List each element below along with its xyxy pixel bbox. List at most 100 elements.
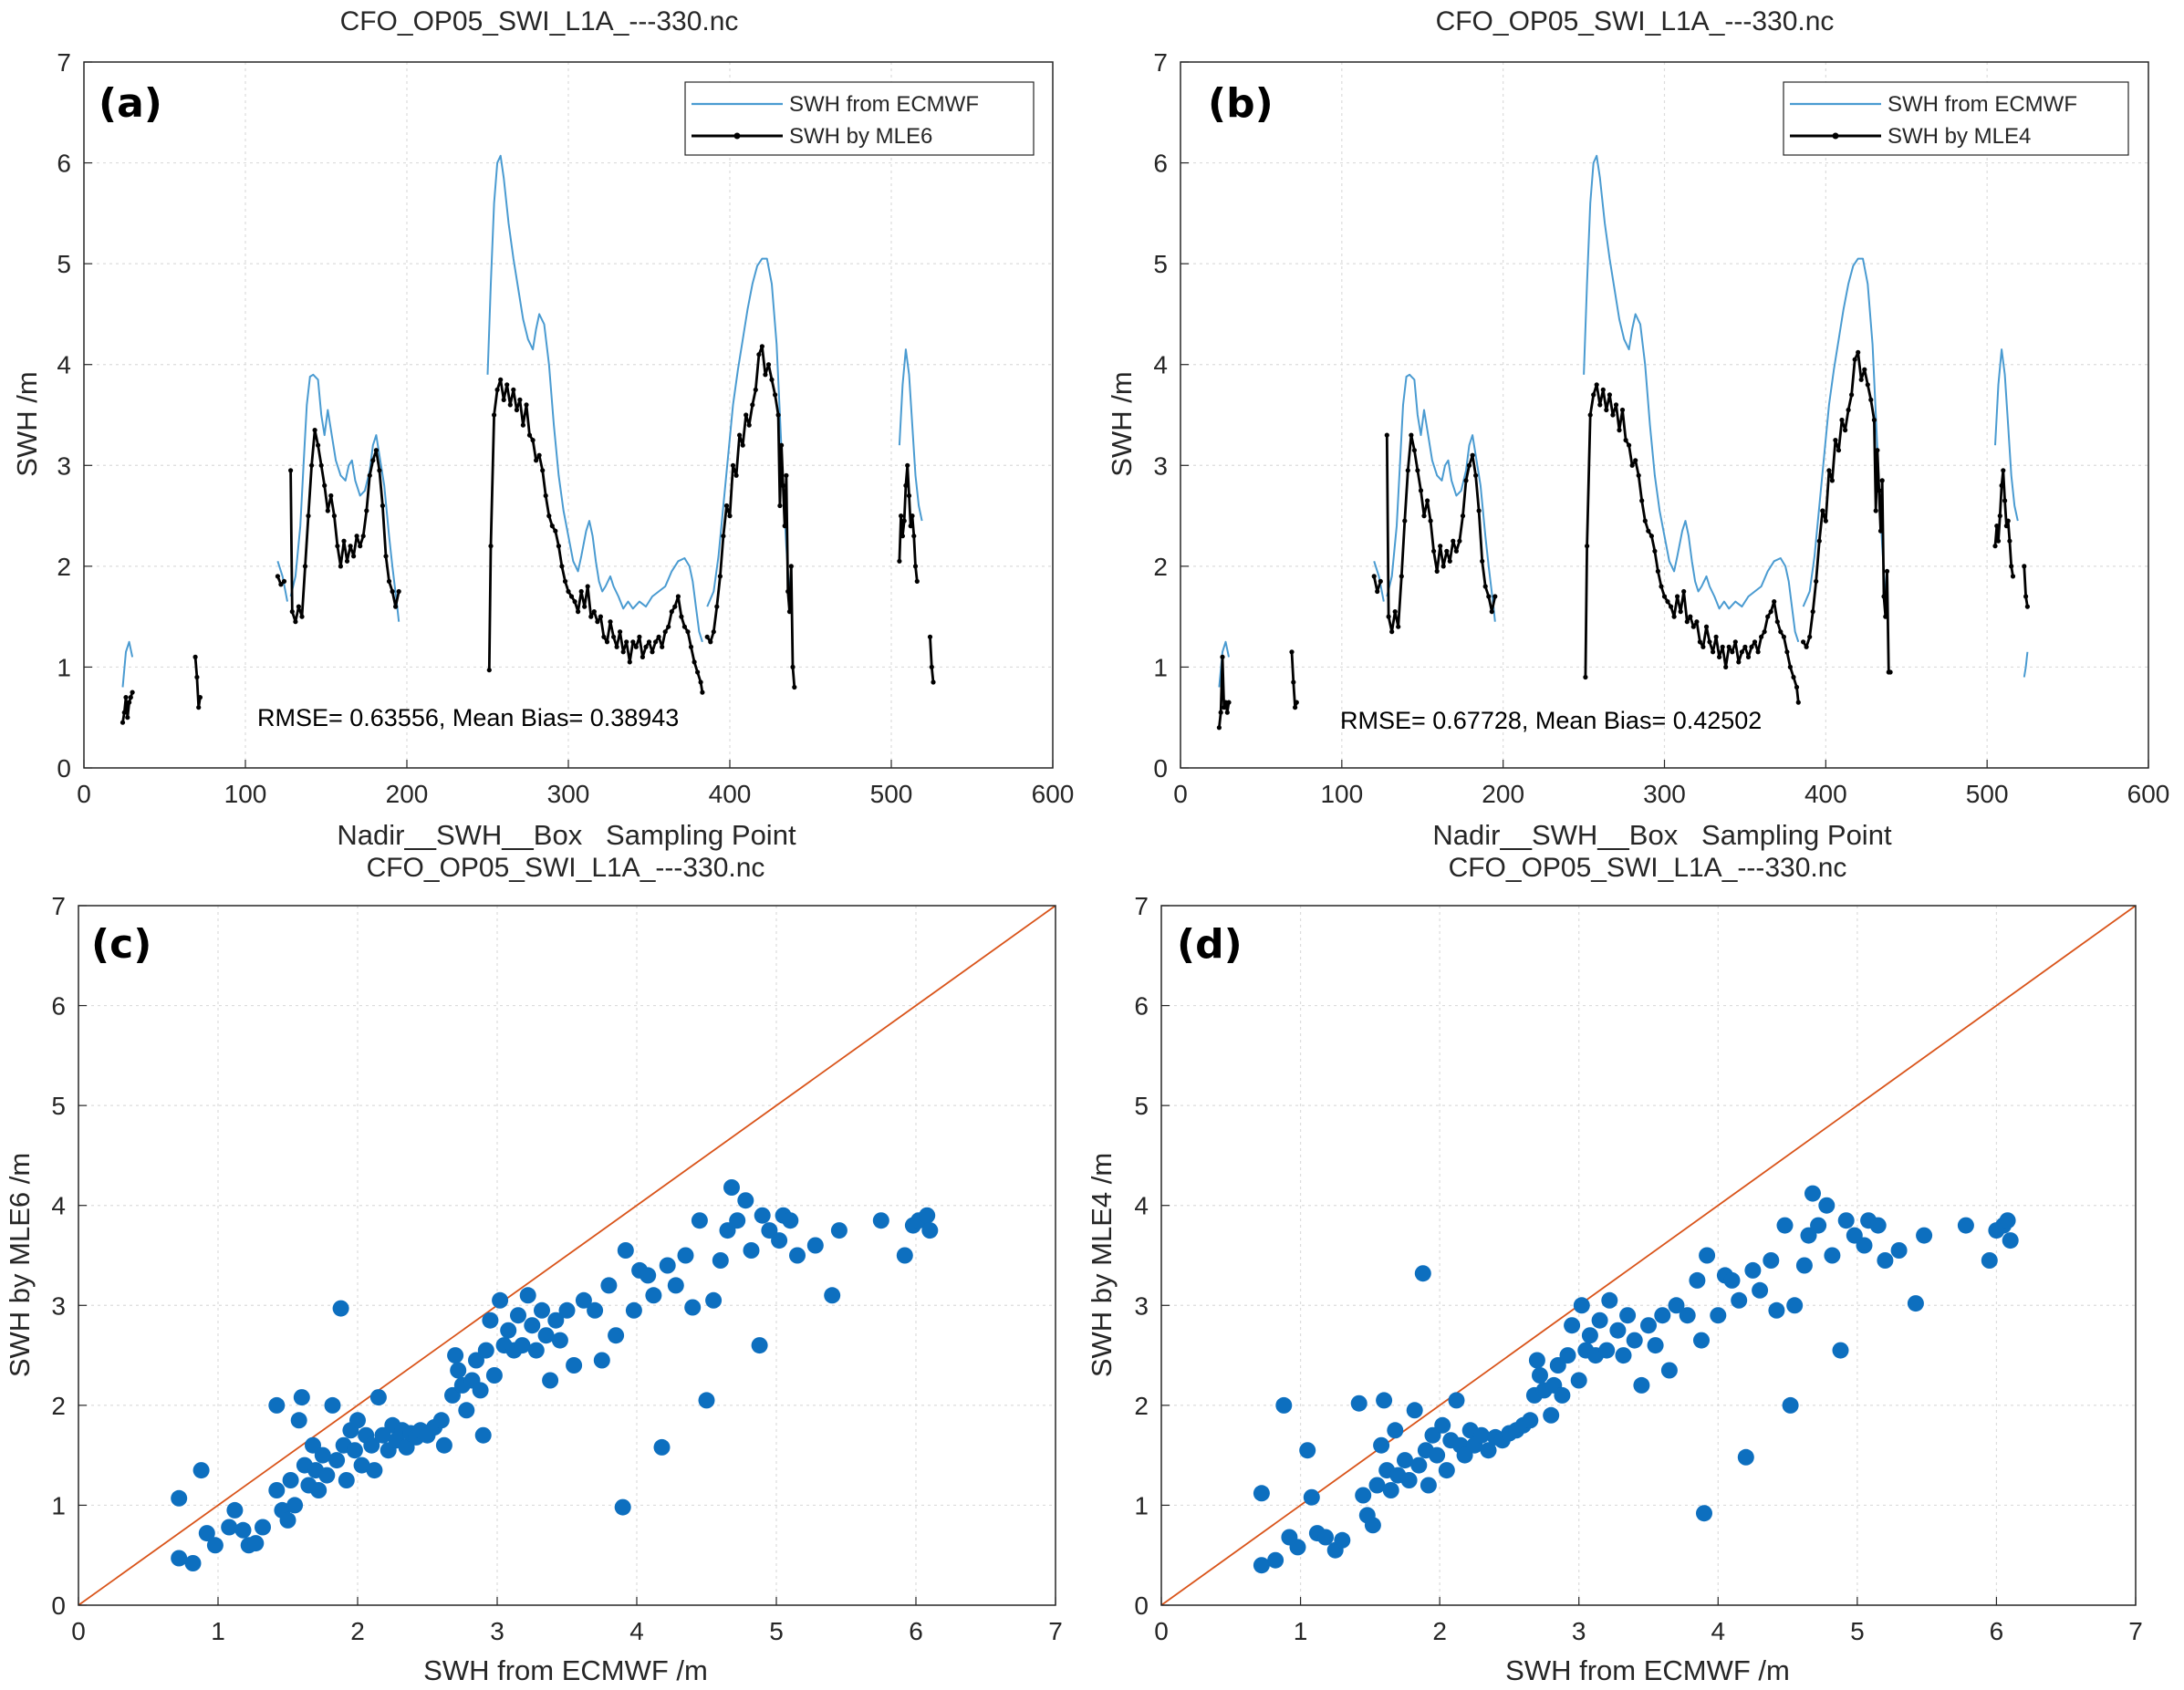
panel-d-scatter-point — [1804, 1185, 1821, 1202]
panel-a-series-mle-point — [370, 458, 376, 463]
panel-b-series-mle-point — [1431, 548, 1437, 554]
panel-a-legend-ecmwf: SWH from ECMWF — [789, 92, 979, 117]
panel-a-series-mle-point — [120, 720, 126, 725]
panel-c-scatter-point — [705, 1291, 723, 1309]
panel-b-series-mle-point — [1720, 644, 1725, 649]
panel-b-series-mle-point — [1384, 432, 1389, 438]
panel-d-y-tick-label: 1 — [1134, 1491, 1149, 1519]
panel-a-series-mle-point — [578, 588, 584, 595]
panel-c-scatter-point — [737, 1192, 754, 1209]
panel-a-series-mle-point — [494, 387, 500, 392]
panel-d-x-tick-label: 3 — [1572, 1617, 1586, 1645]
panel-a-series-mle-point — [296, 604, 301, 609]
panel-a-y-tick-label: 1 — [57, 653, 71, 681]
panel-c-scatter-point — [587, 1301, 604, 1319]
panel-a-y-tick-label: 4 — [57, 351, 71, 379]
panel-b-series-mle-point — [1856, 349, 1861, 355]
panel-d-scatter-point — [1414, 1265, 1431, 1282]
panel-b-y-tick-label: 5 — [1153, 250, 1168, 278]
panel-b-series-mle-point — [2001, 468, 2006, 473]
panel-b-series-mle-point — [2002, 498, 2008, 503]
panel-d-x-tick-label: 4 — [1711, 1617, 1725, 1645]
panel-a-series-mle-point — [127, 700, 132, 705]
panel-d-scatter-point — [1723, 1271, 1741, 1289]
panel-d-title: CFO_OP05_SWI_L1A_---330.nc — [1449, 853, 1847, 883]
panel-c-x-tick-label: 3 — [490, 1617, 504, 1645]
panel-a: CFO_OP05_SWI_L1A_---330.nc 0 100 200 300 400… — [11, 6, 1074, 851]
panel-c-x-tick-label: 2 — [350, 1617, 365, 1645]
panel-b-series-mle-point — [1858, 377, 1864, 382]
panel-b-series-mle-point — [1434, 568, 1440, 575]
panel-a-series-mle-point — [906, 492, 912, 499]
panel-a-series-mle-point — [293, 619, 298, 625]
panel-b-series-mle-point — [1742, 644, 1748, 649]
panel-b-series-mle-point — [1587, 412, 1593, 418]
panel-a-series-mle-point — [125, 715, 130, 721]
panel-b-series-mle-point — [2010, 574, 2016, 579]
panel-b-series-mle-point — [1371, 574, 1377, 579]
panel-b-series-mle-point — [1399, 574, 1404, 579]
panel-a-series-mle-point — [492, 412, 497, 418]
panel-b-series-mle-point — [1389, 629, 1395, 635]
panel-a-series-mle-point — [780, 482, 786, 489]
panel-c-scatter-point — [349, 1412, 366, 1429]
panel-b-series-mle-point — [1690, 624, 1696, 629]
panel-d-scatter-point — [1434, 1416, 1451, 1434]
panel-b-series-mle-point — [2022, 564, 2027, 569]
panel-c-scatter-point — [432, 1412, 450, 1429]
panel-a-series-mle-point — [306, 513, 311, 519]
panel-b: CFO_OP05_SWI_L1A_---330.nc 0 100 200 300 400… — [1106, 6, 2169, 851]
panel-a-series-mle-point — [643, 644, 649, 649]
panel-a-series-mle-point — [386, 578, 392, 585]
panel-c-scatter-point — [346, 1442, 363, 1459]
panel-a-series-mle-point — [553, 528, 558, 534]
panel-b-series-mle-point — [1421, 513, 1427, 519]
panel-d-scatter-point — [1786, 1297, 1804, 1314]
panel-a-series-mle-point — [717, 574, 723, 579]
panel-a-series-mle-point — [666, 624, 671, 629]
panel-b-series-mle-point — [1591, 392, 1596, 398]
panel-c-y-tick-label: 3 — [51, 1291, 66, 1320]
panel-a-series-mle-point — [588, 614, 594, 619]
panel-c-scatter-point — [677, 1247, 694, 1264]
panel-d-x-tick-label: 7 — [2128, 1617, 2143, 1645]
panel-a-series-mle-point — [681, 624, 688, 629]
panel-b-x-tick-label: 200 — [1482, 780, 1524, 808]
panel-d-scatter-point — [1999, 1212, 2016, 1229]
panel-a-legend-mle-marker — [733, 132, 741, 140]
panel-d: CFO_OP05_SWI_L1A_---330.nc 0 1 2 3 4 5 6 7 0 1 2 3 4… — [1086, 853, 2143, 1686]
panel-a-series-mle-point — [360, 534, 366, 539]
panel-a-series-mle-point — [121, 710, 127, 715]
panel-b-series-mle-point — [1409, 432, 1414, 438]
panel-b-title: CFO_OP05_SWI_L1A_---330.nc — [1436, 6, 1835, 36]
panel-a-series-mle-point — [373, 448, 379, 453]
panel-d-scatter-point — [1619, 1307, 1637, 1324]
panel-a-series-mle-point — [383, 554, 389, 559]
panel-b-series-mle-point — [1839, 417, 1845, 423]
panel-a-series-mle-point — [526, 432, 533, 438]
panel-b-series-mle-point — [1222, 705, 1227, 710]
panel-b-x-tick-label: 100 — [1320, 780, 1363, 808]
panel-a-legend: SWH from ECMWF SWH by MLE6 — [684, 81, 1035, 156]
panel-c-y-tick-label: 6 — [51, 992, 66, 1021]
panel-a-y-tick-label: 7 — [57, 48, 71, 77]
panel-a-series-mle-point — [784, 472, 789, 478]
panel-c-scatter-point — [712, 1252, 729, 1269]
panel-a-x-tick-label: 200 — [386, 780, 429, 808]
panel-a-series-mle-point — [618, 629, 623, 635]
panel-a-x-tick-label: 600 — [1032, 780, 1075, 808]
panel-b-series-mle-point — [1597, 402, 1603, 408]
panel-a-x-label: Nadir__SWH__Box Sampling Point — [337, 819, 796, 851]
panel-b-y-label: SWH /m — [1106, 371, 1138, 476]
panel-b-series-mle-point — [1871, 417, 1877, 423]
panel-b-series-ecmwf-line — [1583, 154, 1800, 643]
panel-a-series-mle-point — [646, 639, 652, 645]
panel-c-x-tick-label: 0 — [71, 1617, 86, 1645]
panel-b-series-mle-point — [1291, 679, 1296, 685]
panel-c-scatter-point — [226, 1501, 244, 1519]
panel-b-letter: (b) — [1208, 80, 1274, 127]
panel-b-series-mle-point — [1675, 594, 1680, 599]
panel-b-series-mle-point — [1289, 649, 1295, 655]
panel-c-scatter-point — [290, 1412, 307, 1429]
